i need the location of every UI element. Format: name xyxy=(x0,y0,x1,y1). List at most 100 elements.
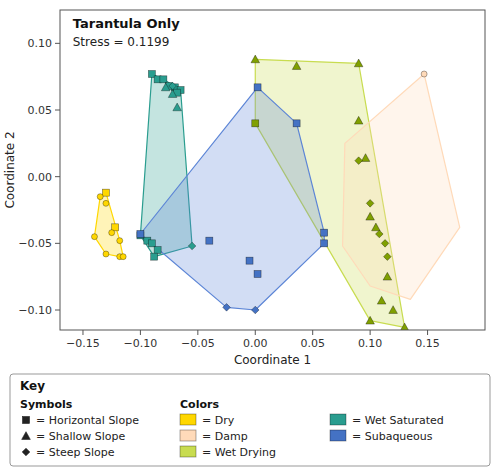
key-symbol-label: = Horizontal Slope xyxy=(36,414,139,427)
series xyxy=(91,194,126,260)
points xyxy=(91,55,427,330)
key-color-label: = Wet Saturated xyxy=(352,414,444,427)
point xyxy=(400,323,409,330)
point xyxy=(293,120,300,127)
point xyxy=(173,103,182,111)
point xyxy=(188,242,196,250)
plot-data xyxy=(91,55,459,330)
key: KeySymbolsColors= Horizontal Slope= Shal… xyxy=(10,374,490,466)
point xyxy=(168,90,177,98)
point xyxy=(251,55,260,63)
plot-background xyxy=(60,10,485,330)
key-symbols-title: Symbols xyxy=(20,398,73,411)
series xyxy=(137,84,328,278)
key-swatch xyxy=(330,430,346,441)
point xyxy=(376,230,384,238)
x-tick-label: 0.10 xyxy=(358,337,383,350)
key-swatch xyxy=(180,430,196,441)
point xyxy=(421,71,427,77)
y-tick-label: 0.00 xyxy=(28,171,53,184)
x-tick-label: −0.05 xyxy=(181,337,215,350)
point xyxy=(223,304,231,312)
y-tick-label: −0.10 xyxy=(18,304,52,317)
y-tick-label: −0.05 xyxy=(18,237,52,250)
y-axis-label: Coordinate 2 xyxy=(3,131,17,208)
point xyxy=(120,254,126,260)
point xyxy=(354,59,363,67)
x-tick-label: 0.00 xyxy=(243,337,268,350)
group-hull xyxy=(140,87,324,310)
key-color-label: = Wet Drying xyxy=(202,446,276,459)
point xyxy=(252,120,259,127)
point xyxy=(321,229,328,236)
key-symbol xyxy=(23,417,30,424)
series xyxy=(421,71,427,77)
key-symbol xyxy=(22,432,31,440)
point xyxy=(321,240,328,247)
key-symbol xyxy=(22,448,30,456)
key-swatch xyxy=(180,414,196,425)
point xyxy=(366,200,374,208)
subtitle: Stress = 0.1199 xyxy=(73,35,170,49)
x-tick xyxy=(82,330,83,335)
group-hull xyxy=(343,74,460,299)
y-tick-label: 0.05 xyxy=(28,104,53,117)
point xyxy=(372,223,381,231)
key-swatch xyxy=(330,414,346,425)
point xyxy=(366,212,375,220)
x-tick xyxy=(140,330,141,335)
x-tick-label: 0.05 xyxy=(300,337,325,350)
point xyxy=(366,316,375,324)
point xyxy=(361,154,370,162)
y-tick xyxy=(55,243,60,244)
x-tick xyxy=(197,330,198,335)
x-tick-label: −0.10 xyxy=(124,337,158,350)
series xyxy=(251,55,409,330)
point xyxy=(161,83,170,91)
point xyxy=(251,306,259,314)
point xyxy=(383,272,392,280)
point xyxy=(381,240,389,248)
plot-frame xyxy=(60,10,485,330)
series xyxy=(137,71,184,261)
point xyxy=(160,76,167,83)
x-tick xyxy=(255,330,256,335)
key-colors-title: Colors xyxy=(180,398,219,411)
point xyxy=(137,231,144,238)
y-tick xyxy=(55,176,60,177)
point xyxy=(148,240,155,247)
key-symbol-label: = Shallow Slope xyxy=(36,430,125,443)
key-color-label: = Damp xyxy=(202,430,248,443)
point xyxy=(151,253,158,260)
title: Tarantula Only xyxy=(73,16,180,31)
point xyxy=(377,296,386,304)
point xyxy=(384,253,392,261)
key-color-label: = Dry xyxy=(202,414,235,427)
series xyxy=(102,189,118,231)
point xyxy=(103,200,109,206)
point xyxy=(154,247,161,254)
point xyxy=(355,157,363,165)
point xyxy=(117,238,123,244)
series xyxy=(252,120,259,127)
key-color-label: = Subaqueous xyxy=(352,430,433,443)
point xyxy=(169,82,177,90)
point xyxy=(354,116,363,124)
hulls xyxy=(94,59,459,327)
key-box xyxy=(10,374,490,466)
x-tick xyxy=(312,330,313,335)
x-tick xyxy=(427,330,428,335)
point xyxy=(97,194,103,200)
series xyxy=(161,83,181,111)
x-tick-label: −0.15 xyxy=(66,337,100,350)
y-tick xyxy=(55,110,60,111)
point xyxy=(91,234,97,240)
point xyxy=(109,230,115,236)
y-tick xyxy=(55,43,60,44)
key-symbol-label: = Steep Slope xyxy=(36,446,115,459)
point xyxy=(389,306,398,314)
point xyxy=(254,271,261,278)
x-axis-label: Coordinate 1 xyxy=(234,353,311,367)
chart: −0.15 −0.10 −0.05 0.00 0.05 0.10 0.15 −0.10 −0.0… xyxy=(0,0,500,469)
x-tick-label: 0.15 xyxy=(415,337,440,350)
